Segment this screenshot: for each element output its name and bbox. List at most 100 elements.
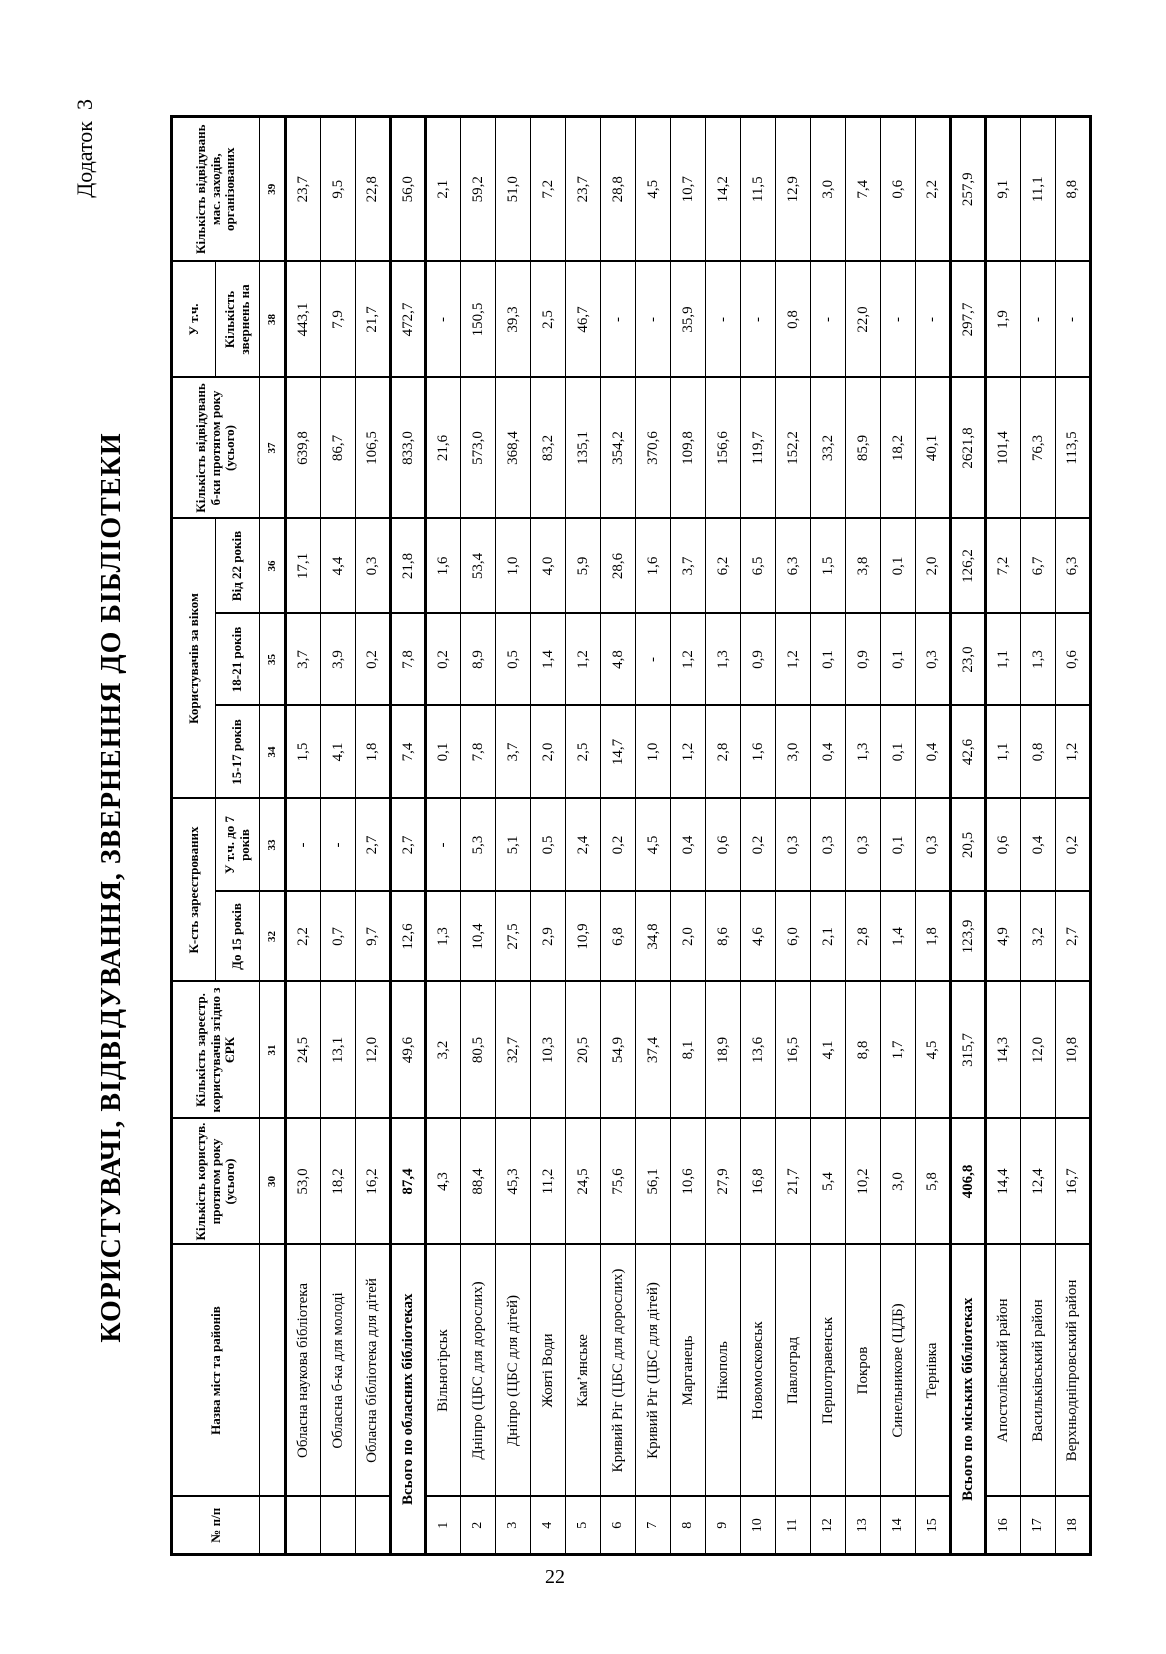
cell-value: 88,4 xyxy=(460,1118,496,1245)
cell-value: 639,8 xyxy=(285,377,321,519)
cell-value: 2621,8 xyxy=(950,377,986,519)
column-number: 33 xyxy=(259,798,286,892)
cell-value: 1,2 xyxy=(775,613,811,706)
table-row: 2 Дніпро (ЦБС для дорослих) 88,4 80,5 10,4 5,… xyxy=(460,116,496,1555)
table-row: Обласна бібліотека для дітей 16,2 12,0 9,7 2… xyxy=(355,116,391,1555)
cell-value: 1,8 xyxy=(355,705,391,799)
cell-value: 2,0 xyxy=(915,518,951,614)
cell-value: 7,2 xyxy=(530,116,566,262)
cell-value: 16,2 xyxy=(355,1118,391,1245)
cell-value: 14,3 xyxy=(985,981,1021,1119)
cell-value: 76,3 xyxy=(1020,377,1056,519)
cell-value: 297,7 xyxy=(950,261,986,378)
cell-value: 315,7 xyxy=(950,981,986,1119)
row-name: Жовті Води xyxy=(530,1244,566,1497)
cell-value: 16,5 xyxy=(775,981,811,1119)
cell-value: - xyxy=(600,261,636,378)
row-name: Обласна наукова бібліотека xyxy=(285,1244,321,1497)
cell-value: 24,5 xyxy=(565,1118,601,1245)
cell-value: - xyxy=(740,261,776,378)
cell-value: 1,4 xyxy=(880,891,916,982)
cell-value: 1,5 xyxy=(810,518,846,614)
row-number: 17 xyxy=(1020,1496,1056,1555)
cell-value: 1,6 xyxy=(425,518,461,614)
cell-value: 0,3 xyxy=(915,613,951,706)
cell-value: 28,8 xyxy=(600,116,636,262)
column-number-blank xyxy=(259,1244,286,1497)
row-name: Всього по обласних бібліотеках xyxy=(390,1244,426,1555)
cell-value: 45,3 xyxy=(495,1118,531,1245)
table-row: 7 Кривий Ріг (ЦБС для дітей) 56,1 37,4 34,8 4… xyxy=(635,116,671,1555)
cell-value: 56,0 xyxy=(390,116,426,262)
cell-value: 406,8 xyxy=(950,1118,986,1245)
row-name: Кам’янське xyxy=(565,1244,601,1497)
cell-value: 7,4 xyxy=(845,116,881,262)
table-row: 14 Синельникове (ЦДБ) 3,0 1,7 1,4 0,1 0,1 0,1 0,… xyxy=(880,116,916,1555)
cell-value: 2,2 xyxy=(915,116,951,262)
cell-value: 21,6 xyxy=(425,377,461,519)
cell-value: 4,3 xyxy=(425,1118,461,1245)
cell-value: 2,1 xyxy=(810,891,846,982)
column-number: 39 xyxy=(259,116,286,262)
cell-value: 56,1 xyxy=(635,1118,671,1245)
row-number: 5 xyxy=(565,1496,601,1555)
header-col-39: Кількість відвідувань мас. заходів, орга… xyxy=(171,116,260,262)
header-col-32: До 15 років xyxy=(215,891,260,982)
cell-value: 0,3 xyxy=(845,798,881,892)
cell-value: 1,1 xyxy=(985,613,1021,706)
cell-value: 86,7 xyxy=(320,377,356,519)
row-name: Синельникове (ЦДБ) xyxy=(880,1244,916,1497)
cell-value: 4,9 xyxy=(985,891,1021,982)
table-row: 8 Марганець 10,6 8,1 2,0 0,4 1,2 1,2 3,7 109,8 35,… xyxy=(670,116,706,1555)
row-name: Тернівка xyxy=(915,1244,951,1497)
cell-value: 9,7 xyxy=(355,891,391,982)
row-name: Васильківський район xyxy=(1020,1244,1056,1497)
row-name: Обласна б-ка для молоді xyxy=(320,1244,356,1497)
cell-value: 0,4 xyxy=(1020,798,1056,892)
cell-value: 0,8 xyxy=(775,261,811,378)
cell-value: 2,1 xyxy=(425,116,461,262)
row-number: 8 xyxy=(670,1496,706,1555)
cell-value: 1,5 xyxy=(285,705,321,799)
cell-value: 1,8 xyxy=(915,891,951,982)
cell-value: 4,1 xyxy=(320,705,356,799)
cell-value: 0,3 xyxy=(355,518,391,614)
cell-value: 23,7 xyxy=(565,116,601,262)
row-number: 12 xyxy=(810,1496,846,1555)
cell-value: 16,8 xyxy=(740,1118,776,1245)
table-row: 1 Вільногірськ 4,3 3,2 1,3-0,1 0,2 1,6 21,6-2,1 xyxy=(425,116,461,1555)
row-number: 18 xyxy=(1055,1496,1091,1555)
cell-value: 135,1 xyxy=(565,377,601,519)
cell-value: 59,2 xyxy=(460,116,496,262)
row-name: Кривий Ріг (ЦБС для дітей) xyxy=(635,1244,671,1497)
cell-value: 2,8 xyxy=(705,705,741,799)
row-name: Верхньодніпровський район xyxy=(1055,1244,1091,1497)
cell-value: 21,7 xyxy=(355,261,391,378)
cell-value: 1,0 xyxy=(635,705,671,799)
cell-value: 7,9 xyxy=(320,261,356,378)
cell-value: 7,2 xyxy=(985,518,1021,614)
cell-value: 6,2 xyxy=(705,518,741,614)
cell-value: 152,2 xyxy=(775,377,811,519)
cell-value: 0,9 xyxy=(740,613,776,706)
cell-value: 0,2 xyxy=(600,798,636,892)
row-name: Апостолівський район xyxy=(985,1244,1021,1497)
cell-value: 573,0 xyxy=(460,377,496,519)
cell-value: 24,5 xyxy=(285,981,321,1119)
header-col-33: У т.ч. до 7 років xyxy=(215,798,260,892)
cell-value: 18,2 xyxy=(880,377,916,519)
row-number: 15 xyxy=(915,1496,951,1555)
cell-value: 33,2 xyxy=(810,377,846,519)
column-number-blank xyxy=(259,1496,286,1555)
cell-value: 4,8 xyxy=(600,613,636,706)
cell-value: 8,9 xyxy=(460,613,496,706)
row-number xyxy=(355,1496,391,1555)
cell-value: 4,1 xyxy=(810,981,846,1119)
cell-value: 87,4 xyxy=(390,1118,426,1245)
cell-value: 13,1 xyxy=(320,981,356,1119)
cell-value: 14,2 xyxy=(705,116,741,262)
cell-value: 37,4 xyxy=(635,981,671,1119)
cell-value: 51,0 xyxy=(495,116,531,262)
cell-value: 11,1 xyxy=(1020,116,1056,262)
cell-value: 2,0 xyxy=(530,705,566,799)
